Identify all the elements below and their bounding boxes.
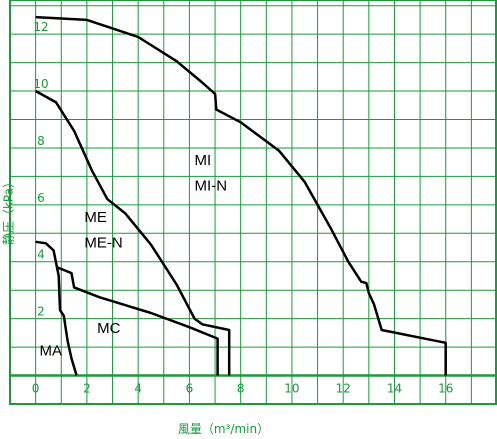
curve-me bbox=[34, 89, 231, 376]
x-tick-label: 2 bbox=[83, 382, 91, 396]
grid-lines bbox=[9, 0, 497, 405]
plot-frame bbox=[9, 0, 497, 405]
y-tick-label: 4 bbox=[37, 248, 45, 262]
y-tick-label: 12 bbox=[33, 20, 48, 34]
y-axis-title: 静圧（kPa） bbox=[2, 176, 16, 245]
y-tick-labels: 2 4 6 8 10 12 bbox=[33, 20, 48, 319]
x-tick-label: 4 bbox=[134, 382, 142, 396]
curves bbox=[34, 15, 447, 376]
x-tick-label: 8 bbox=[237, 382, 245, 396]
curve-mc bbox=[56, 266, 219, 376]
y-tick-label: 8 bbox=[37, 134, 45, 148]
series-label-me-n: ME-N bbox=[84, 235, 122, 252]
series-labels: MI MI-N ME ME-N MC MA bbox=[39, 152, 227, 360]
y-tick-label: 2 bbox=[37, 305, 45, 319]
x-tick-label: 6 bbox=[186, 382, 194, 396]
curve-mi bbox=[35, 15, 447, 376]
x-axis-title: 風量（m³/min） bbox=[178, 422, 269, 436]
x-tick-label: 10 bbox=[284, 382, 299, 396]
x-tick-label: 14 bbox=[387, 382, 402, 396]
y-tick-label: 10 bbox=[33, 77, 48, 91]
x-tick-labels: 0 2 4 6 8 10 12 14 16 bbox=[32, 382, 454, 396]
x-tick-label: 0 bbox=[32, 382, 40, 396]
curve-ma bbox=[35, 240, 78, 376]
y-tick-label: 6 bbox=[37, 191, 45, 205]
series-label-mc: MC bbox=[97, 320, 120, 337]
series-label-mi-n: MI-N bbox=[195, 178, 228, 195]
series-label-me: ME bbox=[84, 209, 107, 226]
x-tick-label: 12 bbox=[336, 382, 351, 396]
x-tick-label: 16 bbox=[438, 382, 453, 396]
series-label-ma: MA bbox=[39, 343, 62, 360]
series-label-mi: MI bbox=[195, 152, 212, 169]
